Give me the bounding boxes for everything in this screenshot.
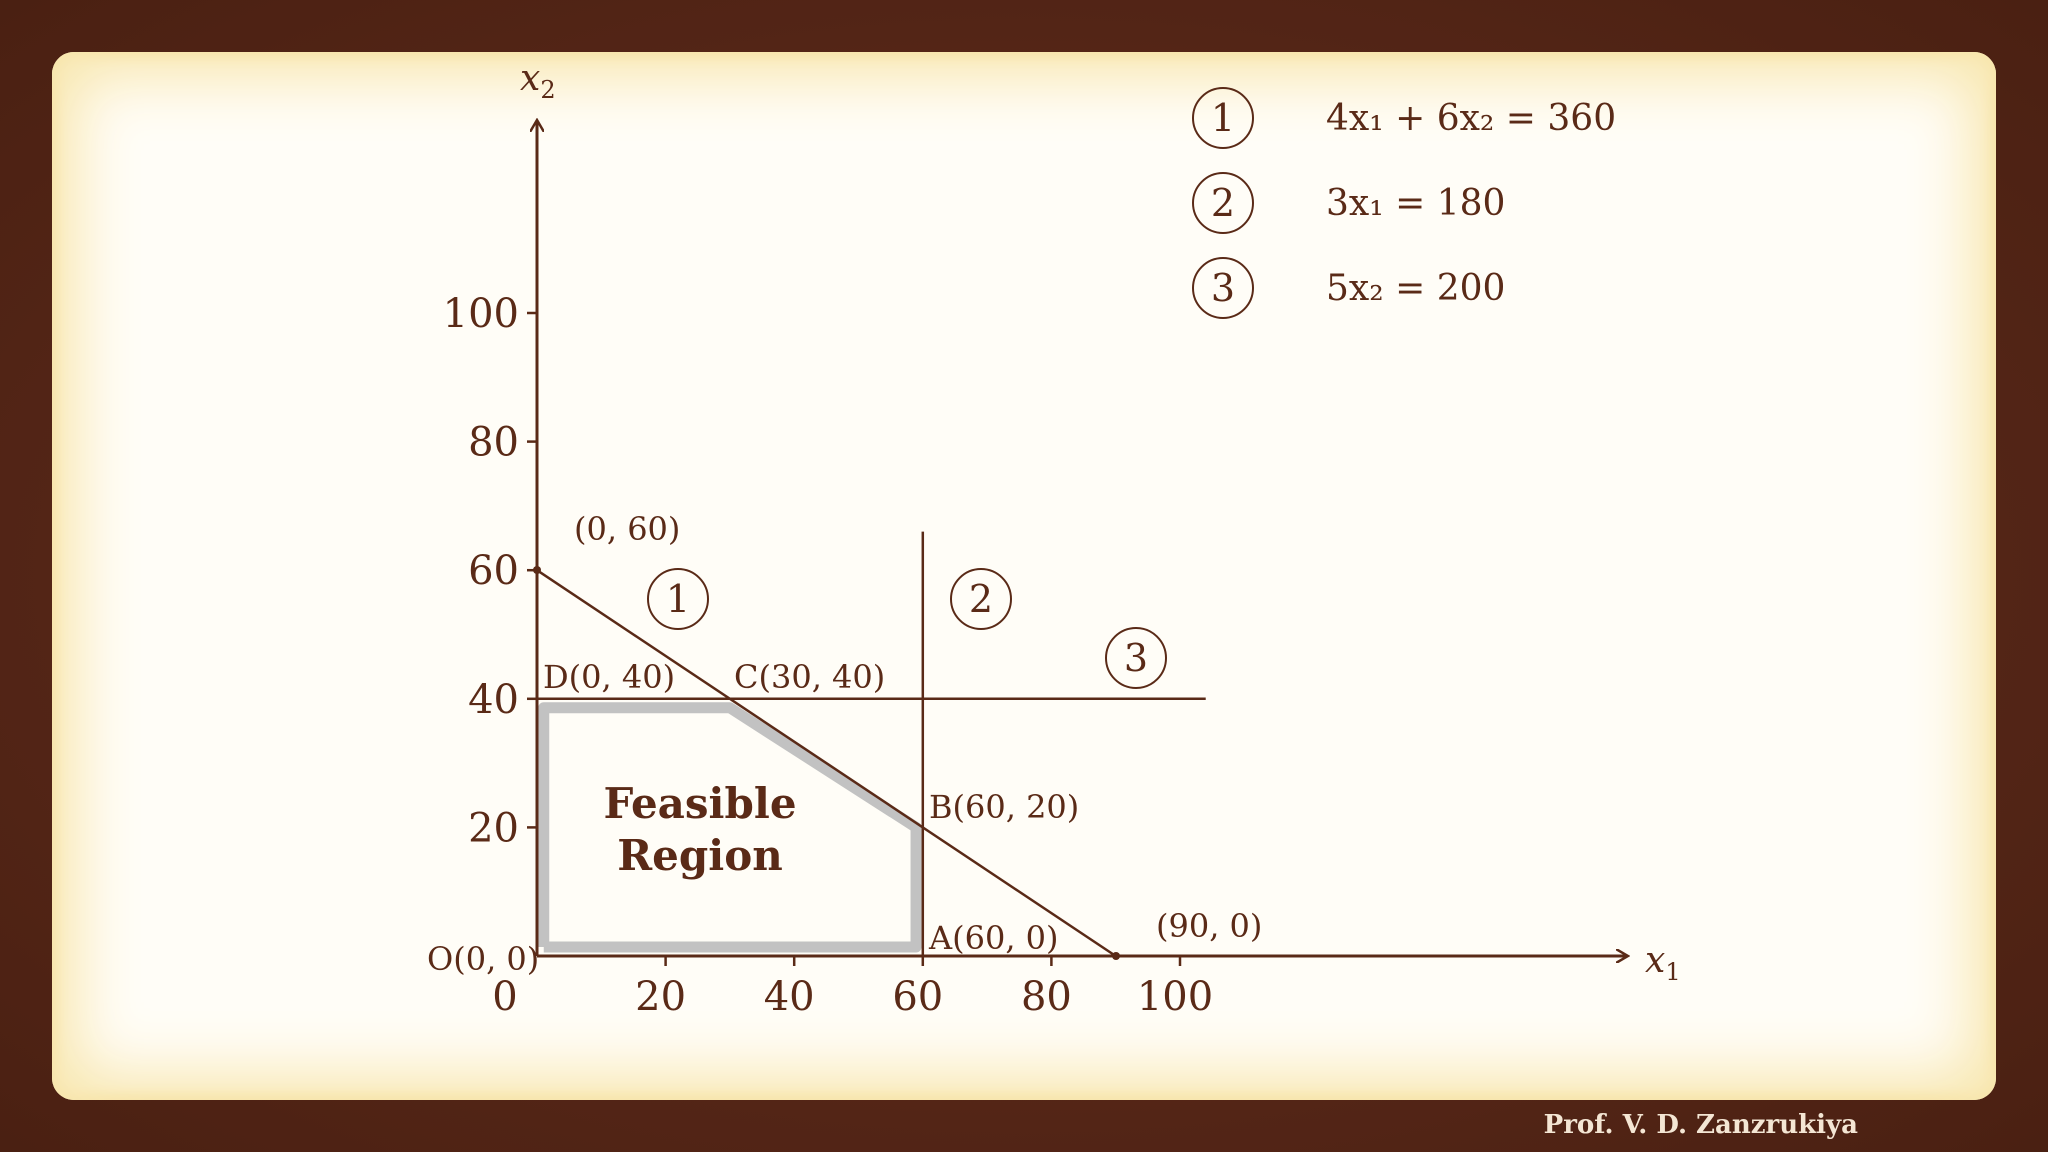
y-axis-name: x2 xyxy=(520,58,556,104)
constraint-lines xyxy=(536,531,1206,958)
x-tick-label-20: 20 xyxy=(635,974,686,1020)
y-tick-label-40: 40 xyxy=(468,677,519,723)
point-label-b: B(60, 20) xyxy=(929,788,1079,826)
x-axis-name: x1 xyxy=(1645,940,1681,986)
constraint-equation-2: 3x₁ = 180 xyxy=(1326,183,1505,224)
constraint-equation-3: 5x₂ = 200 xyxy=(1326,268,1505,309)
svg-text:3: 3 xyxy=(1211,266,1235,310)
point-label-c: C(30, 40) xyxy=(734,658,885,696)
point-label-d: D(0, 40) xyxy=(543,658,675,696)
constraint-equation-1: 4x₁ + 6x₂ = 360 xyxy=(1326,98,1616,139)
y-intercept-dot xyxy=(533,566,541,574)
x-tick-label-80: 80 xyxy=(1021,974,1072,1020)
region-label-line2: Region xyxy=(617,831,783,880)
x-tick-label-40: 40 xyxy=(764,974,815,1020)
y-tick-label-20: 20 xyxy=(468,805,519,851)
y-tick-label-80: 80 xyxy=(468,420,519,466)
svg-text:1: 1 xyxy=(1211,96,1235,140)
y-tick-label-60: 60 xyxy=(468,548,519,594)
constraint-legend: 1 4x₁ + 6x₂ = 360 2 3x₁ = 180 3 5x₂ = 20… xyxy=(1192,87,1616,319)
point-label-o: O(0, 0) xyxy=(427,940,539,978)
legend-item-2: 2 3x₁ = 180 xyxy=(1192,172,1505,234)
region-label-line1: Feasible xyxy=(603,779,796,828)
x-tick-label-60: 60 xyxy=(892,974,943,1020)
svg-text:2: 2 xyxy=(969,577,993,621)
svg-text:1: 1 xyxy=(666,577,690,621)
line-marker-1: 1 xyxy=(647,568,709,630)
x-intercept-dot xyxy=(1112,952,1120,960)
legend-item-1: 1 4x₁ + 6x₂ = 360 xyxy=(1192,87,1616,149)
svg-text:2: 2 xyxy=(1211,181,1235,225)
slide-frame xyxy=(52,52,1996,1100)
point-label-x-intercept: (90, 0) xyxy=(1156,907,1262,945)
point-label-a: A(60, 0) xyxy=(928,919,1059,957)
constraint-line-1 xyxy=(536,569,1117,958)
author-credit: Prof. V. D. Zanzrukiya xyxy=(1543,1110,1858,1140)
x-tick-label-100: 100 xyxy=(1137,974,1213,1020)
axis-ticks: 0 20 40 60 80 100 20 40 60 80 100 xyxy=(443,291,1214,1020)
feasible-region-border xyxy=(538,702,922,953)
point-label-y-intercept: (0, 60) xyxy=(574,510,680,548)
line-marker-2: 2 xyxy=(950,568,1012,630)
x-tick-label-0: 0 xyxy=(492,974,517,1020)
legend-item-3: 3 5x₂ = 200 xyxy=(1192,257,1505,319)
line-marker-3: 3 xyxy=(1105,627,1167,689)
svg-text:3: 3 xyxy=(1124,636,1148,680)
y-tick-label-100: 100 xyxy=(443,291,519,337)
